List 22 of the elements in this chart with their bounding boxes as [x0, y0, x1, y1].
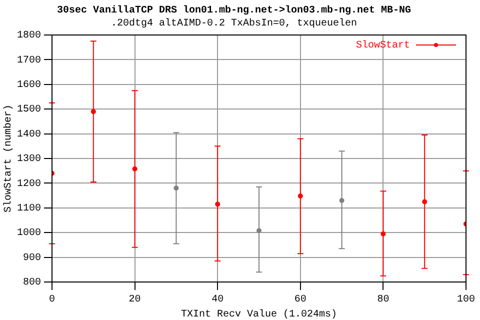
x-tick-label: 20: [128, 294, 141, 306]
x-tick-label: 80: [377, 294, 390, 306]
y-axis-title: SlowStart (number): [2, 104, 15, 213]
y-tick-label: 1100: [16, 204, 42, 215]
y-tick-label: 900: [22, 252, 42, 264]
chart-subtitle: .20dtg4 altAIMD-0.2 TxAbsIn=0, txqueuelen: [110, 18, 358, 30]
y-tick-label: 1700: [16, 55, 42, 66]
y-tick-label: 1800: [16, 30, 42, 42]
legend-label: SlowStart: [356, 40, 410, 52]
y-tick-label: 1300: [16, 154, 42, 166]
y-tick-label: 800: [22, 278, 42, 289]
x-tick-label: 100: [456, 294, 476, 306]
chart-title: 30sec VanillaTCP DRS lon01.mb-ng.net->lon03.mb-ng.net MB-NG: [56, 4, 412, 17]
x-tick-label: 0: [48, 294, 56, 306]
x-tick-label: 60: [294, 294, 306, 306]
y-tick-label: 1000: [16, 228, 42, 240]
y-tick-label: 1500: [16, 104, 42, 116]
y-tick-label: 1600: [16, 80, 42, 92]
y-tick-label: 1400: [16, 129, 42, 140]
x-axis-title: TXInt Recv Value (1.024ms): [180, 308, 338, 320]
x-tick-label: 40: [212, 294, 224, 306]
y-tick-label: 1200: [16, 178, 42, 190]
